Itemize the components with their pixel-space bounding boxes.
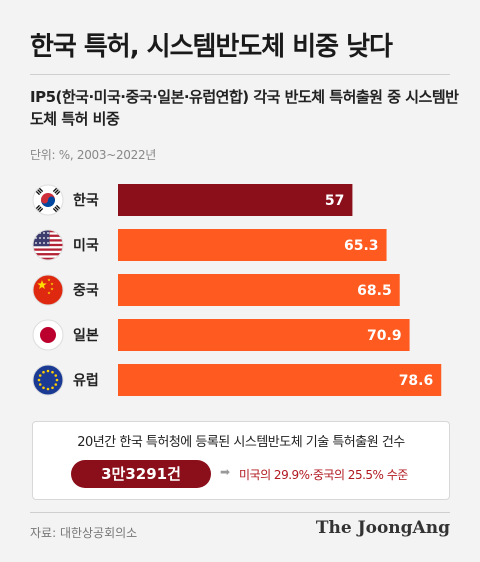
usa-flag-icon [32, 229, 64, 261]
summary-box: 20년간 한국 특허청에 등록된 시스템반도체 기술 특허출원 건수 3만329… [32, 421, 450, 500]
data-label: 57 [325, 193, 344, 209]
category-label: 중국 [73, 283, 99, 299]
unit-label: 단위: %, 2003~2022년 [30, 148, 157, 162]
category-label: 미국 [73, 238, 99, 254]
category-label: 유럽 [73, 373, 99, 389]
data-label: 65.3 [344, 238, 379, 254]
summary-title: 20년간 한국 특허청에 등록된 시스템반도체 기술 특허출원 건수 [77, 435, 405, 450]
category-label: 한국 [73, 193, 99, 209]
arrow-right-icon: ➡ [220, 465, 231, 479]
summary-count-badge: 3만3291건 [71, 460, 211, 488]
data-label: 70.9 [367, 328, 402, 344]
bar [118, 364, 442, 396]
bar [118, 319, 410, 351]
bar [118, 184, 353, 216]
data-label: 68.5 [357, 283, 392, 299]
chart-subtitle: IP5(한국·미국·중국·일본·유럽연합) 각국 반도체 특허출원 중 시스템반… [30, 88, 459, 128]
summary-comparison: 미국의 29.9%·중국의 25.5% 수준 [239, 468, 408, 482]
china-flag-icon [32, 274, 64, 306]
bar [118, 229, 387, 261]
title-divider [30, 74, 450, 75]
page-title: 한국 특허, 시스템반도체 비중 낮다 [30, 32, 393, 62]
eu-flag-icon [32, 364, 64, 396]
brand-logo: The JoongAng [315, 518, 450, 538]
footer-divider [30, 512, 450, 513]
bar-chart: 한국 57 미국 65.3 중국 68.5 일본 70.9 유럽 78.6 [32, 184, 442, 396]
bar [118, 274, 400, 306]
source-note: 자료: 대한상공회의소 [30, 526, 138, 540]
korea-flag-icon [32, 184, 64, 216]
data-label: 78.6 [399, 373, 434, 389]
japan-flag-icon [32, 319, 64, 351]
category-label: 일본 [73, 328, 99, 344]
